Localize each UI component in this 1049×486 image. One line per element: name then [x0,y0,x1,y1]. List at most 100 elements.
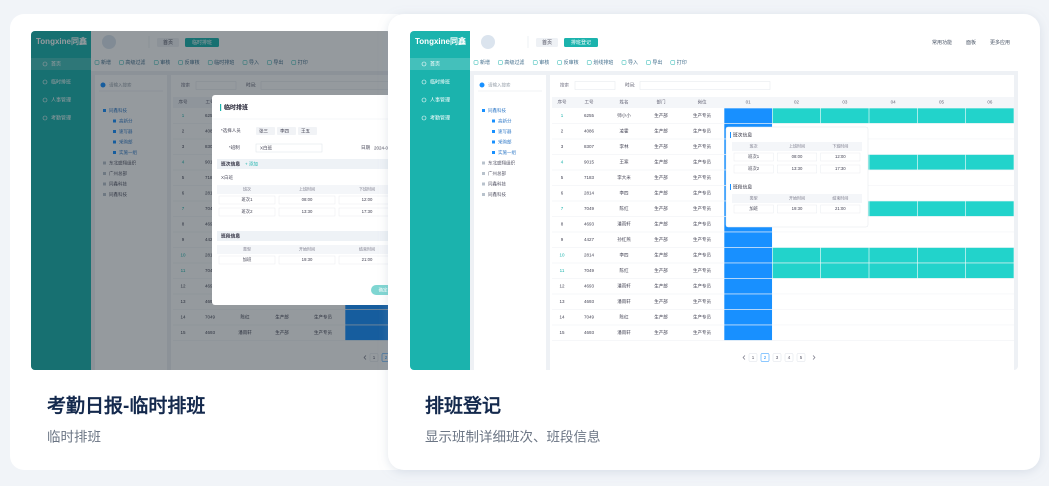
schedule-cell[interactable] [820,263,869,279]
page-button[interactable] [748,353,758,362]
table-cell: 9015 [205,159,216,164]
field-label: *选择人员 [221,127,241,134]
schedule-cell[interactable] [965,170,1014,186]
table-cell: 8 [182,221,185,226]
schedule-cell[interactable] [820,294,869,310]
schedule-cell[interactable] [917,201,966,217]
schedule-cell[interactable] [345,325,393,341]
schedule-cell[interactable] [869,263,918,279]
schedule-cell[interactable] [965,185,1014,201]
tab[interactable] [157,38,179,47]
schedule-cell[interactable] [869,294,918,310]
schedule-cell[interactable] [869,216,918,232]
schedule-cell[interactable] [965,232,1014,248]
schedule-cell[interactable] [820,108,869,124]
schedule-cell[interactable] [869,232,918,248]
schedule-cell[interactable] [869,309,918,325]
page-prev[interactable] [742,355,746,360]
tab[interactable] [536,38,558,47]
schedule-cell[interactable] [724,108,773,124]
schedule-cell[interactable] [772,309,821,325]
schedule-cell[interactable] [869,170,918,186]
schedule-cell[interactable] [772,247,821,263]
schedule-cell[interactable] [917,154,966,170]
schedule-cell[interactable] [917,309,966,325]
schedule-cell[interactable] [965,325,1014,341]
table-cell: 2814 [584,252,595,257]
schedule-cell[interactable] [772,278,821,294]
schedule-cell[interactable] [965,139,1014,155]
schedule-cell[interactable] [965,154,1014,170]
schedule-cell[interactable] [724,247,773,263]
schedule-cell[interactable] [869,108,918,124]
schedule-cell[interactable] [965,247,1014,263]
schedule-cell[interactable] [869,123,918,139]
schedule-cell[interactable] [917,139,966,155]
toolbar-icon [621,60,627,65]
schedule-cell[interactable] [917,185,966,201]
schedule-cell[interactable] [965,263,1014,279]
schedule-cell[interactable] [965,278,1014,294]
schedule-cell[interactable] [820,309,869,325]
schedule-cell[interactable] [345,309,393,325]
tree-icon [103,193,106,196]
schedule-cell[interactable] [820,278,869,294]
table-cell: 生产专员 [314,329,332,336]
schedule-cell[interactable] [772,108,821,124]
schedule-cell[interactable] [724,278,773,294]
schedule-cell[interactable] [820,232,869,248]
page-button[interactable] [784,353,794,362]
day-header: 06 [987,100,993,105]
schedule-cell[interactable] [917,216,966,232]
schedule-cell[interactable] [724,263,773,279]
schedule-cell[interactable] [772,325,821,341]
schedule-cell[interactable] [965,201,1014,217]
header-link: 更多应用 [990,39,1010,46]
menu-item: 人事管理 [430,96,450,103]
schedule-cell[interactable] [965,294,1014,310]
schedule-cell[interactable] [772,263,821,279]
schedule-cell[interactable] [965,108,1014,124]
schedule-cell[interactable] [917,294,966,310]
schedule-cell[interactable] [869,139,918,155]
page-button[interactable] [369,353,379,362]
schedule-cell[interactable] [869,154,918,170]
schedule-cell[interactable] [917,123,966,139]
schedule-cell[interactable] [917,325,966,341]
schedule-cell[interactable] [917,232,966,248]
schedule-cell[interactable] [917,108,966,124]
schedule-cell[interactable] [869,201,918,217]
page-button[interactable] [772,353,782,362]
table-cell: 7183 [584,175,595,180]
schedule-cell[interactable] [820,247,869,263]
schedule-cell[interactable] [965,123,1014,139]
schedule-cell[interactable] [724,325,773,341]
schedule-cell[interactable] [869,278,918,294]
table-cell: 11 [181,268,186,273]
schedule-cell[interactable] [772,232,821,248]
card[interactable]: Tongxine同鑫首页临时排班人事管理考勤管理首页临时排班更多应用面板常用功能… [10,14,639,470]
schedule-cell[interactable] [917,278,966,294]
tab[interactable] [564,38,598,47]
page-button[interactable] [796,353,806,362]
schedule-cell[interactable] [869,325,918,341]
page-button[interactable] [760,353,770,362]
schedule-cell[interactable] [917,263,966,279]
schedule-cell[interactable] [917,170,966,186]
schedule-cell[interactable] [965,216,1014,232]
schedule-cell[interactable] [772,294,821,310]
schedule-cell[interactable] [724,294,773,310]
schedule-cell[interactable] [965,309,1014,325]
schedule-cell[interactable] [724,232,773,248]
page-next[interactable] [812,355,816,360]
schedule-cell[interactable] [820,325,869,341]
tab[interactable] [185,38,219,47]
schedule-cell[interactable] [917,247,966,263]
page-prev[interactable] [363,355,367,360]
mini-column: 开始时间 [789,195,805,201]
schedule-cell[interactable] [724,309,773,325]
schedule-cell[interactable] [869,185,918,201]
schedule-cell[interactable] [869,247,918,263]
header-link: 面板 [966,39,976,46]
